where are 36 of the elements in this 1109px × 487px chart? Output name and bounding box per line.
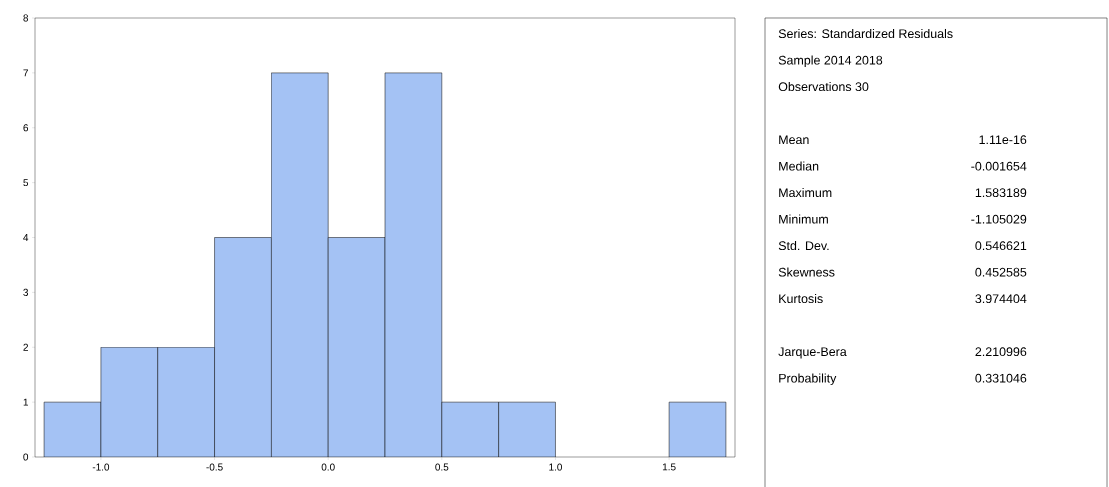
x-tick-label: -0.5 — [206, 463, 223, 471]
x-tick-label: 0.5 — [435, 463, 449, 471]
text: 2.210996 — [975, 347, 1027, 357]
y-tick-label: 3 — [23, 288, 29, 296]
text: Minimum — [779, 214, 828, 224]
text: 1.11e-16 — [979, 135, 1027, 145]
text: 0.331046 — [975, 373, 1027, 383]
y-tick-label: 8 — [23, 14, 29, 22]
y-tick-label: 1 — [23, 398, 28, 406]
x-tick-label: 1.5 — [662, 463, 676, 471]
y-tick-label: 2 — [23, 343, 28, 351]
text: Jarque-Bera — [778, 347, 847, 359]
text: Kurtosis — [779, 293, 823, 304]
text: Observations 30 — [778, 81, 869, 92]
text: 0.452585 — [975, 267, 1027, 277]
y-tick-label: 5 — [23, 179, 29, 187]
x-tick-label: -1.0 — [92, 463, 110, 471]
text: Sample 2014 2018 — [778, 55, 883, 68]
text: 1.583189 — [975, 188, 1027, 198]
text: Series: Standardized Residuals — [778, 28, 953, 39]
text: 0.546621 — [975, 241, 1027, 251]
text: 3.974404 — [975, 294, 1027, 304]
y-tick-label: 7 — [23, 69, 28, 77]
y-tick-label: 4 — [23, 234, 29, 241]
text: Skewness — [778, 267, 835, 277]
y-tick-label: 6 — [23, 124, 29, 132]
y-tick-label: 0 — [23, 453, 29, 461]
text: Std. Dev. — [778, 240, 829, 251]
text: Maximum — [779, 187, 832, 198]
x-tick-label: 0.0 — [321, 463, 335, 471]
text: -0.001654 — [971, 161, 1027, 171]
x-tick-label: 1.0 — [549, 463, 562, 471]
text: Mean — [779, 135, 809, 145]
text: Probability — [779, 373, 837, 386]
text: Median — [779, 161, 819, 171]
text: -1.105029 — [971, 214, 1027, 224]
